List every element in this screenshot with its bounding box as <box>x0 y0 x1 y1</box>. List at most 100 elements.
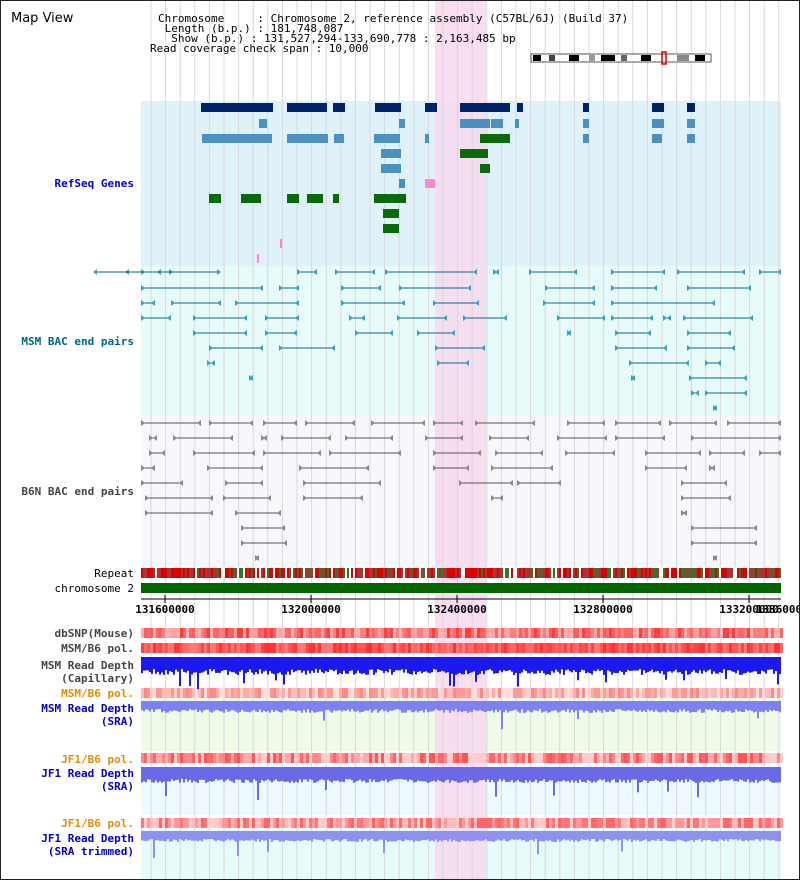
msm-depth-sra-bar <box>423 701 425 713</box>
jf1-depth-trimmed-bar <box>193 831 195 841</box>
jf1-b6-pol-heat-cell <box>675 753 678 763</box>
jf1-b6-pol2-heat-cell <box>330 818 333 828</box>
b6n-bac-end-marker <box>669 420 673 426</box>
track-label-msm-depth-sra-1: MSM Read Depth <box>41 702 134 715</box>
msm-depth-sra-bar <box>331 701 333 713</box>
msm-depth-sra-bar <box>577 701 579 720</box>
msm-b6-pol2-heat-cell <box>357 688 360 698</box>
msm-depth-capillary-bar <box>501 657 503 673</box>
repeat-segment <box>543 568 545 578</box>
msm-depth-sra-bar <box>557 701 559 713</box>
msm-depth-capillary-bar <box>771 657 773 670</box>
msm-bac-end-marker <box>217 269 221 275</box>
jf1-depth-trimmed-bar <box>165 831 167 842</box>
b6n-bac-end-marker <box>267 495 271 501</box>
repeat-segment <box>731 568 733 578</box>
msm-b6-pol2-heat-cell <box>585 688 588 698</box>
track-label-refseq-genes[interactable]: RefSeq Genes <box>54 177 134 190</box>
jf1-depth-trimmed-bar <box>171 831 173 842</box>
msm-depth-sra-bar <box>253 701 255 710</box>
msm-b6-pol2-heat-cell <box>429 688 432 698</box>
msm-depth-sra-bar <box>155 701 157 710</box>
msm-b6-pol-heat-cell <box>780 643 783 653</box>
dbsnp-heat-cell <box>267 628 270 638</box>
jf1-b6-pol2-heat-cell <box>324 818 327 828</box>
axis-tick-label: 131600000 <box>135 603 195 616</box>
jf1-b6-pol-heat-cell <box>531 753 534 763</box>
jf1-depth-trimmed-bar <box>419 831 421 841</box>
b6n-bac-end-marker <box>299 465 303 471</box>
msm-b6-pol2-heat-cell <box>441 688 444 698</box>
track-label-b6n-bac[interactable]: B6N BAC end pairs <box>21 485 134 498</box>
jf1-depth-trimmed-bar <box>499 831 501 841</box>
dbsnp-heat-cell <box>402 628 405 638</box>
msm-depth-sra-bar <box>569 701 571 713</box>
track-label-msm-bac[interactable]: MSM BAC end pairs <box>21 335 134 348</box>
jf1-depth-sra-bar <box>437 767 439 780</box>
b6n-bac-end-marker <box>683 510 687 516</box>
repeat-segment <box>313 568 315 578</box>
jf1-depth-sra-bar <box>531 767 533 783</box>
jf1-depth-trimmed-bar <box>697 831 699 840</box>
dbsnp-heat-cell <box>189 628 192 638</box>
jf1-b6-pol2-heat-cell <box>615 818 618 828</box>
b6n-bac-end-marker <box>281 435 285 441</box>
jf1-b6-pol-heat-cell <box>147 753 150 763</box>
jf1-depth-sra-bar <box>385 767 387 780</box>
msm-depth-sra-bar <box>775 701 777 711</box>
msm-depth-capillary-bar <box>375 657 377 673</box>
repeat-segment <box>555 568 557 578</box>
jf1-b6-pol2-heat-cell <box>189 818 192 828</box>
jf1-depth-sra-bar <box>763 767 765 781</box>
msm-depth-sra-bar <box>597 701 599 711</box>
msm-depth-sra-bar <box>675 701 677 711</box>
msm-b6-pol-heat-cell <box>651 643 654 653</box>
jf1-depth-trimmed-bar <box>629 831 631 840</box>
jf1-depth-trimmed-bar <box>361 831 363 842</box>
jf1-depth-trimmed-bar <box>257 831 259 840</box>
msm-depth-sra-bar <box>171 701 173 712</box>
msm-depth-sra-bar <box>229 701 231 712</box>
msm-depth-sra-bar <box>231 701 233 711</box>
dbsnp-heat-cell <box>387 628 390 638</box>
jf1-b6-pol-heat-cell <box>585 753 588 763</box>
msm-depth-sra-bar <box>623 701 625 711</box>
msm-depth-sra-bar <box>165 701 167 713</box>
jf1-depth-trimmed-bar <box>753 831 755 841</box>
msm-bac-end-marker <box>695 390 699 396</box>
msm-depth-sra-bar <box>385 701 387 711</box>
b6n-bac-end-marker <box>603 435 607 441</box>
dbsnp-heat-cell <box>144 628 147 638</box>
msm-depth-sra-bar <box>263 701 265 711</box>
msm-depth-sra-bar <box>753 701 755 713</box>
msm-depth-capillary-bar <box>449 657 451 686</box>
msm-depth-capillary-bar <box>523 657 525 670</box>
jf1-b6-pol-heat-cell <box>498 753 501 763</box>
jf1-depth-trimmed-bar <box>243 831 245 841</box>
msm-depth-sra-bar <box>469 701 471 712</box>
msm-depth-capillary-bar <box>169 657 171 672</box>
track-label-msm-b6-pol: MSM/B6 pol. <box>61 642 134 655</box>
jf1-b6-pol-heat-cell <box>405 753 408 763</box>
jf1-depth-trimmed-bar <box>687 831 689 842</box>
repeat-segment <box>479 568 481 578</box>
jf1-b6-pol2-heat-cell <box>675 818 678 828</box>
b6n-bac-end-marker <box>539 450 543 456</box>
jf1-depth-trimmed-bar <box>773 831 775 841</box>
msm-depth-sra-bar <box>257 701 259 712</box>
msm-b6-pol2-heat-cell <box>717 688 720 698</box>
repeat-segment <box>319 568 321 578</box>
b6n-bac-end-marker <box>433 420 437 426</box>
jf1-b6-pol2-heat-cell <box>501 818 504 828</box>
dbsnp-heat-cell <box>483 628 486 638</box>
jf1-b6-pol2-heat-cell <box>348 818 351 828</box>
jf1-depth-sra-bar <box>193 767 195 781</box>
msm-depth-capillary-bar <box>373 657 375 675</box>
jf1-depth-trimmed-bar <box>627 831 629 841</box>
jf1-depth-trimmed-bar <box>383 831 385 853</box>
msm-depth-sra-bar <box>761 701 763 712</box>
repeat-segment <box>143 568 145 578</box>
msm-b6-pol-heat-cell <box>660 643 663 653</box>
jf1-depth-sra-bar <box>555 767 557 783</box>
